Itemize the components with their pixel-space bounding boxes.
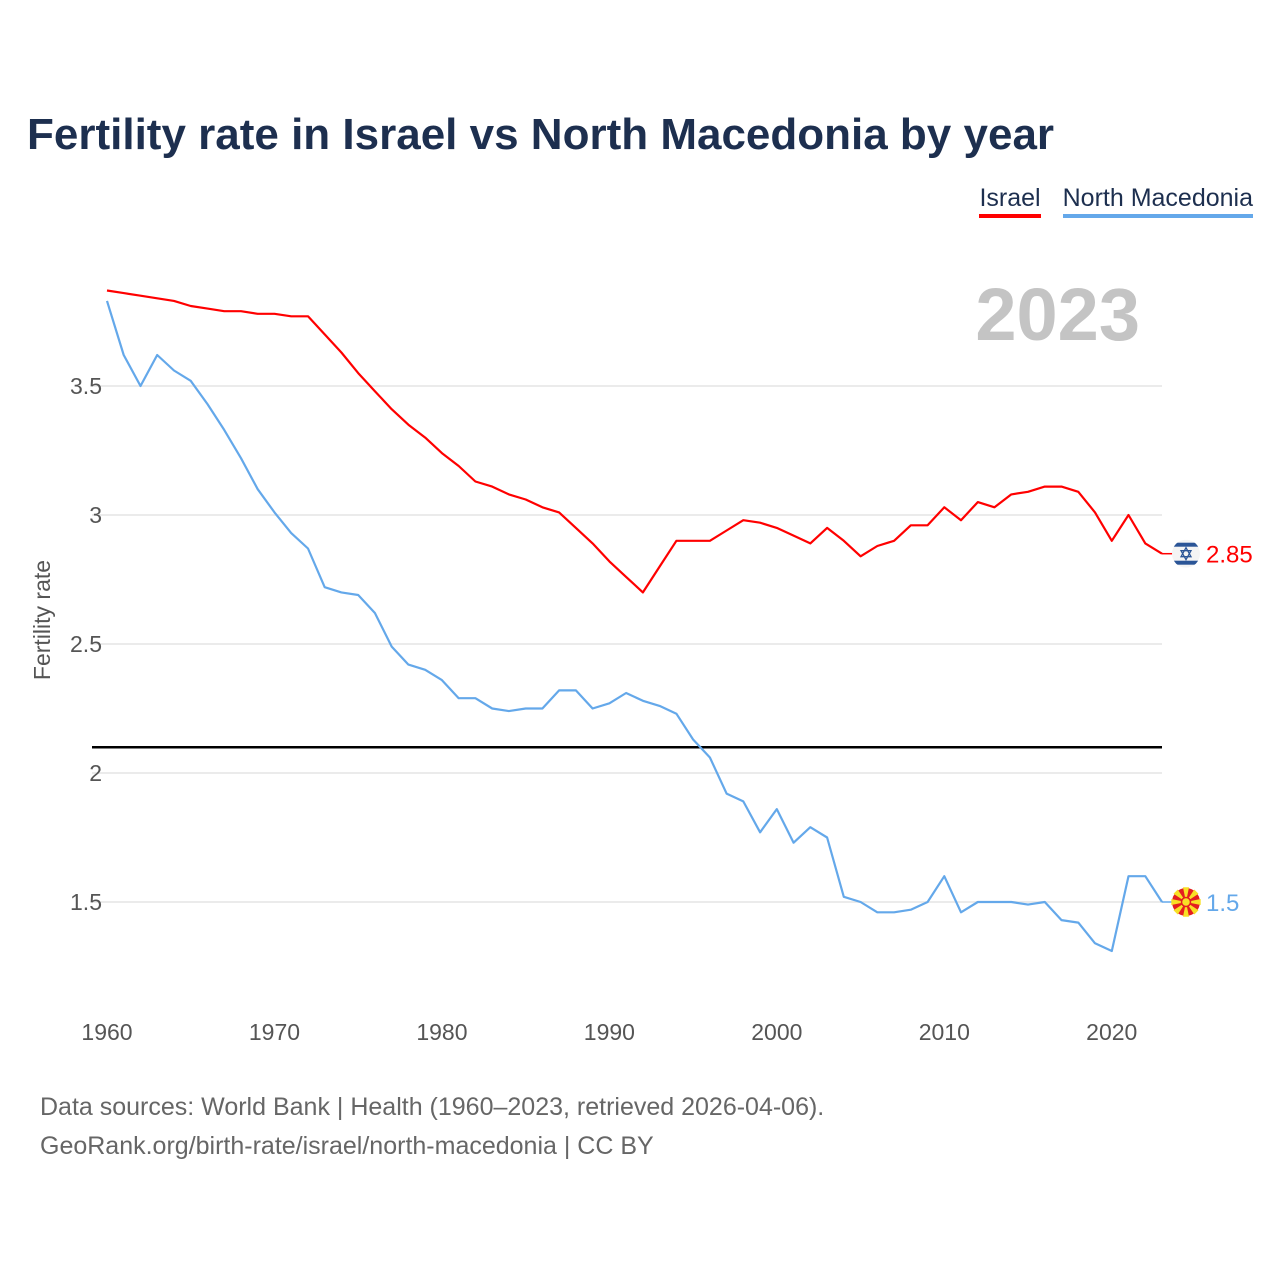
end-value-label: 2.85 [1206, 542, 1253, 569]
legend: Israel North Macedonia [979, 184, 1253, 218]
x-tick-label: 1990 [584, 1019, 635, 1045]
end-value-label: 1.5 [1206, 890, 1239, 917]
x-tick-label: 2010 [919, 1019, 970, 1045]
x-tick-label: 2000 [751, 1019, 802, 1045]
x-tick-label: 2020 [1086, 1019, 1137, 1045]
y-tick-label: 3.5 [70, 373, 102, 399]
israel-flag-icon [1172, 539, 1200, 568]
x-tick-label: 1960 [81, 1019, 132, 1045]
y-tick-label: 2 [89, 760, 102, 786]
footer: Data sources: World Bank | Health (1960–… [40, 1088, 824, 1166]
chart-title: Fertility rate in Israel vs North Macedo… [27, 110, 1055, 159]
legend-item-north-macedonia[interactable]: North Macedonia [1062, 184, 1253, 218]
y-tick-label: 1.5 [70, 889, 102, 915]
source-url[interactable]: GeoRank.org/birth-rate/israel/north-mace… [40, 1132, 654, 1160]
x-tick-label: 1980 [416, 1019, 467, 1045]
series-line-israel [106, 289, 1163, 594]
source-text: Data sources: World Bank | Health (1960–… [40, 1093, 825, 1121]
x-tick-label: 1970 [249, 1019, 300, 1045]
y-tick-label: 2.5 [70, 631, 102, 657]
legend-item-israel[interactable]: Israel [979, 184, 1041, 218]
series-line-north-macedonia [105, 300, 1163, 953]
y-tick-label: 3 [89, 502, 102, 528]
year-label: 2023 [975, 273, 1140, 356]
y-axis-label: Fertility rate [29, 560, 55, 680]
north-macedonia-flag-icon [1171, 887, 1201, 917]
